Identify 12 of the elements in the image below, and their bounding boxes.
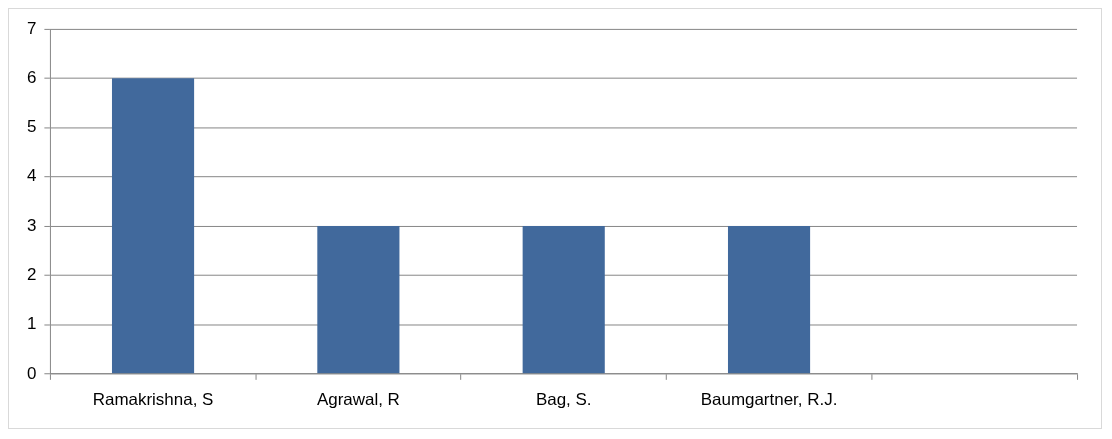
- y-tick-label: 7: [26, 18, 37, 38]
- x-tick-label: Agrawal, R: [316, 389, 400, 409]
- x-tick-label: Ramakrishna, S: [92, 389, 214, 409]
- x-tick-label: Baumgartner, R.J.: [700, 389, 838, 409]
- y-tick-label: 2: [26, 264, 37, 284]
- y-tick-label: 0: [26, 363, 37, 383]
- y-tick-label: 1: [26, 314, 37, 334]
- y-tick-label: 5: [26, 117, 37, 137]
- y-tick-label: 6: [26, 67, 37, 87]
- y-tick-label: 4: [26, 166, 37, 186]
- y-tick-label: 3: [26, 215, 37, 235]
- x-tick-label: Bag, S.: [535, 389, 592, 409]
